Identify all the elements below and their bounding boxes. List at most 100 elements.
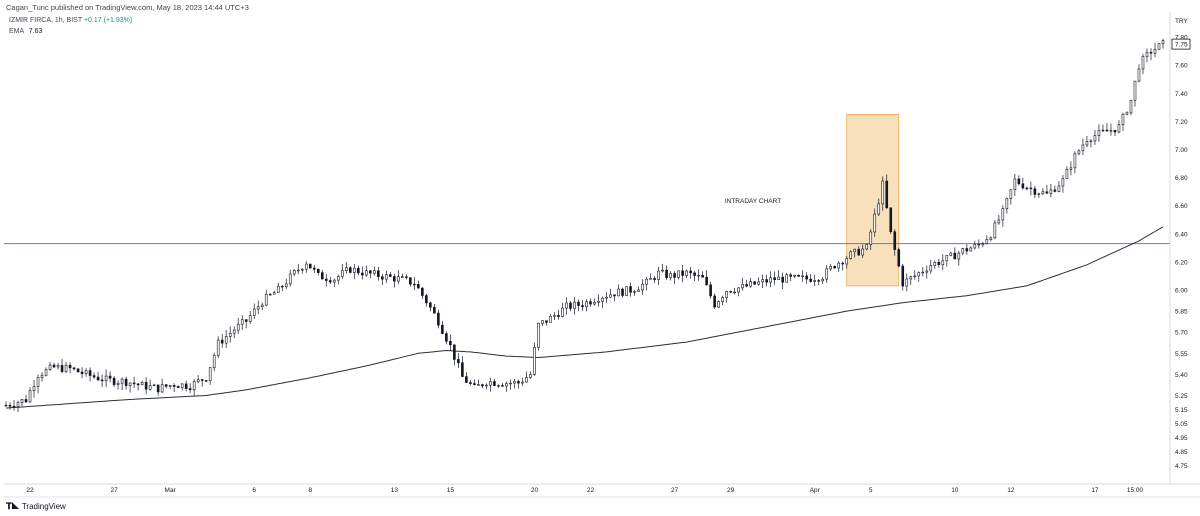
candle-body (417, 284, 420, 289)
candle-body (1145, 52, 1149, 57)
candle-body (925, 270, 929, 273)
ema-label: EMA (9, 28, 24, 35)
candle-body (913, 275, 917, 278)
candle-body (877, 203, 881, 215)
candle-body (641, 283, 644, 291)
candle-body (1093, 135, 1097, 142)
candle-body (164, 384, 168, 387)
candle-body (741, 284, 744, 289)
candle-body (184, 383, 188, 389)
candle-body (421, 287, 424, 296)
candle-body (909, 276, 913, 280)
candle-body (180, 383, 184, 388)
candle-body (104, 375, 108, 382)
candle-body (589, 301, 592, 305)
y-tick-label: 6.60 (1175, 203, 1188, 210)
candle-body (525, 377, 528, 383)
candle-body (861, 248, 865, 256)
candle-body (705, 276, 708, 286)
candle-body (344, 267, 348, 271)
candle-body (24, 399, 28, 403)
candle-body (60, 365, 64, 372)
candle-body (340, 270, 344, 277)
candle-body (1009, 189, 1013, 199)
candle-body (112, 377, 116, 385)
candle-body (657, 270, 660, 280)
candle-body (793, 274, 796, 277)
candle-body (1089, 140, 1093, 143)
candle-body (565, 302, 568, 309)
candle-body (120, 378, 124, 384)
candle-body (152, 384, 156, 387)
candle-body (701, 274, 704, 278)
candle-body (681, 270, 684, 276)
candle-body (737, 287, 740, 293)
candle-body (897, 249, 901, 267)
candle-body (689, 270, 692, 274)
candle-body (1121, 113, 1125, 126)
candle-body (993, 222, 997, 239)
candle-body (36, 377, 40, 387)
candle-body (1017, 178, 1021, 185)
y-tick-label: 5.15 (1175, 407, 1188, 414)
candle-body (8, 405, 12, 407)
candle-body (192, 381, 196, 391)
candle-body (128, 382, 132, 386)
candle-body (761, 279, 764, 283)
candle-body (280, 285, 284, 288)
currency-label: TRY (1175, 18, 1189, 25)
candle-body (1085, 141, 1089, 146)
y-tick-label: 5.85 (1175, 309, 1188, 316)
candle-body (1037, 193, 1041, 195)
y-tick-label: 5.40 (1175, 372, 1188, 379)
candle-body (357, 267, 360, 274)
candle-body (693, 272, 696, 276)
candle-body (921, 271, 925, 274)
candle-body (645, 278, 648, 285)
candle-body (649, 278, 652, 280)
candle-body (493, 381, 496, 386)
candle-body (853, 248, 857, 253)
candle-body (68, 364, 72, 369)
candle-body (929, 265, 933, 272)
candle-body (336, 276, 340, 281)
candle-body (633, 291, 636, 293)
x-tick-label: 6 (252, 487, 256, 494)
candle-body (765, 279, 768, 283)
candle-body (981, 243, 985, 246)
candle-body (753, 281, 756, 285)
price-change: +0.17 (+1.93%) (83, 17, 133, 24)
candle-body (188, 388, 192, 391)
candle-body (821, 278, 825, 282)
x-tick-label: 22 (587, 487, 595, 494)
y-tick-label: 5.25 (1175, 393, 1188, 400)
candle-body (320, 272, 324, 280)
candle-body (20, 399, 24, 403)
candle-body (232, 329, 236, 334)
candle-body (1137, 68, 1141, 82)
candle-body (541, 320, 544, 324)
candle-body (801, 275, 804, 278)
candle-body (625, 286, 628, 296)
candle-body (789, 274, 792, 277)
candle-body (1105, 129, 1109, 132)
candle-body (28, 390, 32, 403)
candle-body (813, 280, 816, 282)
candle-body (721, 297, 724, 302)
candle-body (785, 274, 788, 283)
candle-body (609, 294, 612, 298)
candle-body (288, 273, 292, 285)
candle-body (769, 277, 772, 283)
candle-body (485, 384, 488, 387)
candle-body (893, 231, 897, 250)
candle-body (361, 272, 364, 276)
candle-body (965, 248, 969, 252)
candle-body (220, 339, 224, 344)
candle-body (1133, 80, 1137, 101)
candle-body (1033, 188, 1037, 195)
candle-body (661, 269, 664, 272)
ema-legend: EMA 7.63 (9, 28, 42, 35)
symbol-info: IZMIR FIRCA, 1h, BIST +0.17 (+1.93%) (9, 17, 132, 24)
candle-body (521, 381, 524, 384)
